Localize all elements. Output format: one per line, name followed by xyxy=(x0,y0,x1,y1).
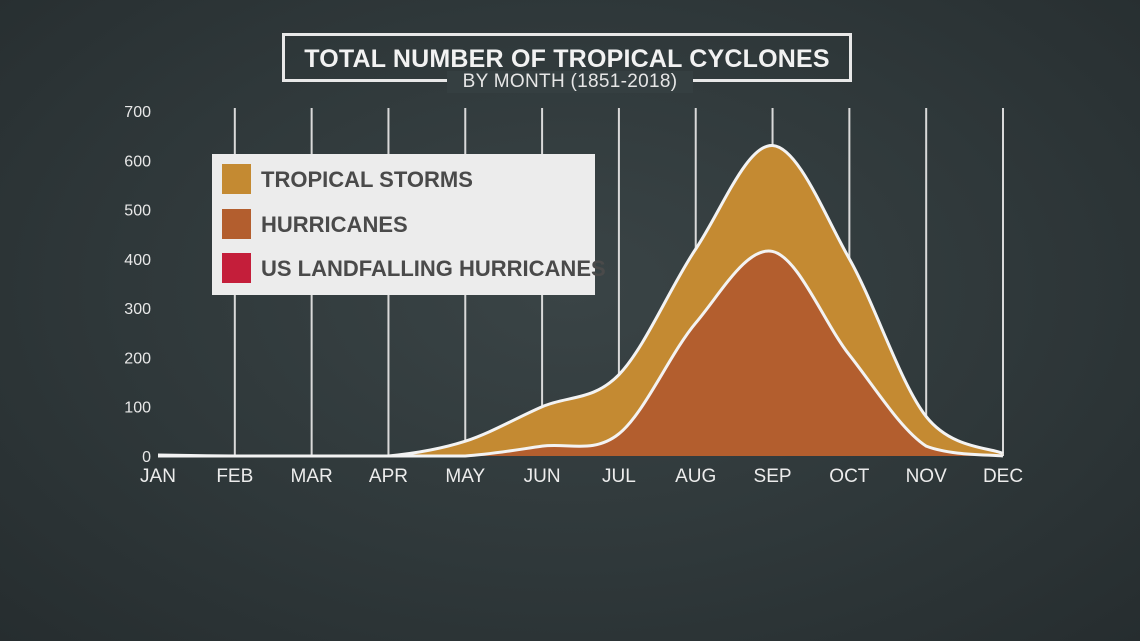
x-tick-label: AUG xyxy=(675,466,716,487)
x-tick-label: APR xyxy=(369,466,408,487)
x-tick-label: NOV xyxy=(906,466,948,487)
x-tick-label: OCT xyxy=(829,466,870,487)
x-tick-label: JUN xyxy=(524,466,561,487)
y-tick-label: 0 xyxy=(142,449,151,466)
x-axis: JAN FEB MAR APR MAY JUN JUL AUG SEP OCT NOV DEC xyxy=(140,466,1023,487)
area-hurricanes xyxy=(158,251,1003,456)
legend: TROPICAL STORMS HURRICANES US LANDFALLIN… xyxy=(212,154,606,295)
legend-swatch xyxy=(222,253,251,283)
legend-swatch xyxy=(222,209,251,239)
x-tick-label: DEC xyxy=(983,466,1023,487)
legend-label: HURRICANES xyxy=(261,212,408,237)
x-tick-label: JUL xyxy=(602,466,636,487)
legend-swatch xyxy=(222,164,251,194)
legend-label: US LANDFALLING HURRICANES xyxy=(261,256,606,281)
x-tick-label: JAN xyxy=(140,466,176,487)
line-hurricanes xyxy=(158,249,1004,458)
y-tick-label: 700 xyxy=(124,104,151,121)
y-tick-label: 400 xyxy=(124,252,151,269)
y-tick-label: 100 xyxy=(124,400,151,417)
x-tick-label: FEB xyxy=(216,466,253,487)
y-tick-label: 300 xyxy=(124,301,151,318)
legend-label: TROPICAL STORMS xyxy=(261,167,473,192)
y-axis: 0 100 200 300 400 500 600 700 xyxy=(124,104,151,466)
y-tick-label: 600 xyxy=(124,153,151,170)
y-tick-label: 500 xyxy=(124,203,151,220)
x-tick-label: MAR xyxy=(291,466,333,487)
title-box: TOTAL NUMBER OF TROPICAL CYCLONES xyxy=(282,33,852,82)
series-areas xyxy=(157,143,1004,458)
chart-title: TOTAL NUMBER OF TROPICAL CYCLONES xyxy=(304,45,830,73)
y-tick-label: 200 xyxy=(124,350,151,367)
x-tick-label: SEP xyxy=(754,466,792,487)
x-tick-label: MAY xyxy=(445,466,485,487)
